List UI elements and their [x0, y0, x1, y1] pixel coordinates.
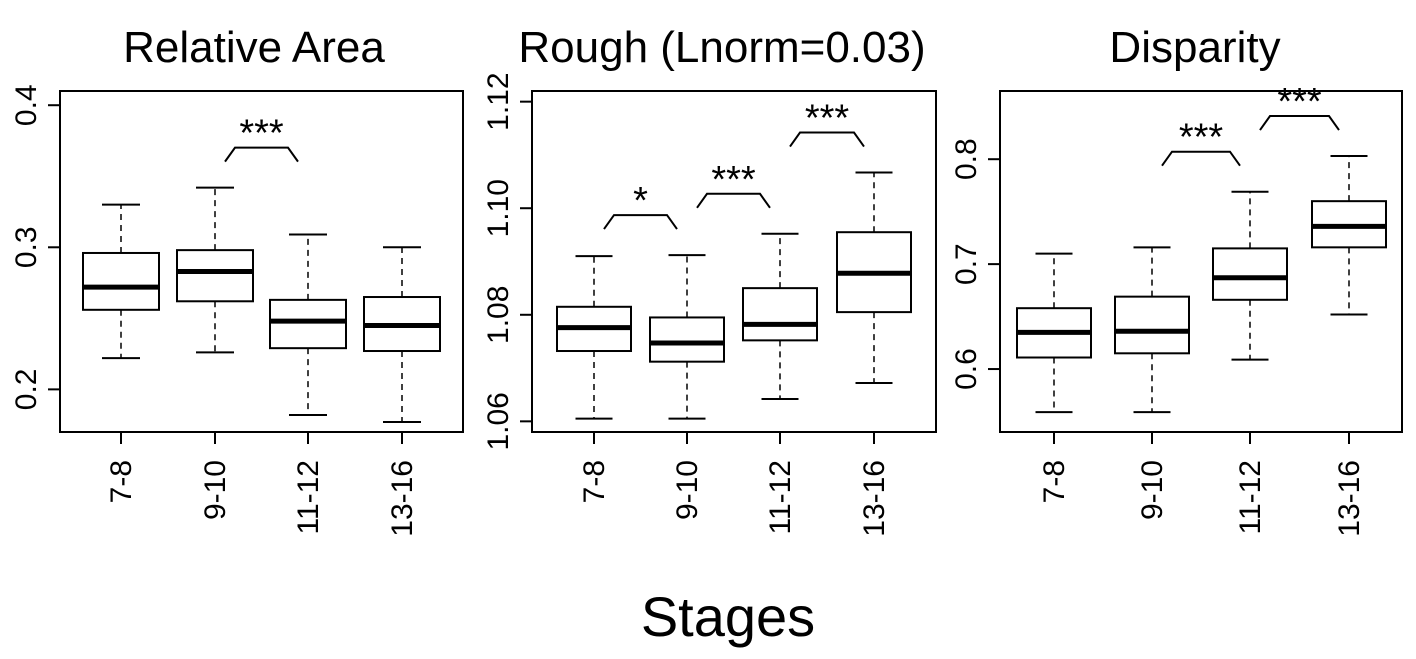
panel-3: Disparity 0.6 0.7 0.8 7-8 9-10 11-12 13-16 *** **… — [950, 23, 1403, 537]
y-tick-label: 0.4 — [10, 84, 43, 126]
significance-marker: * — [603, 180, 678, 230]
iqr-box — [269, 298, 347, 350]
significance-marker: *** — [1259, 81, 1340, 131]
significance-label: * — [633, 180, 648, 222]
box-9-10 — [649, 254, 725, 420]
x-tick-label: 11-12 — [764, 460, 797, 535]
y-tick-label: 1.12 — [482, 72, 515, 130]
panel-title: Disparity — [1109, 23, 1280, 72]
panels-group: Relative Area 0.2 0.3 0.4 7-8 9-10 11-12 13-16 *… — [10, 23, 1403, 537]
x-axis-label: Stages — [641, 585, 815, 648]
panel-1: Relative Area 0.2 0.3 0.4 7-8 9-10 11-12 13-16 *… — [10, 23, 464, 537]
x-tick-label: 7-8 — [1038, 460, 1071, 503]
significance-bracket — [789, 131, 865, 148]
panel-title: Relative Area — [123, 23, 385, 72]
significance-marker: *** — [789, 98, 865, 148]
box-13-16 — [1311, 155, 1387, 316]
plot-frame — [999, 90, 1403, 433]
box-7-8 — [1016, 252, 1092, 414]
y-tick-label: 0.8 — [950, 138, 983, 180]
box-7-8 — [556, 255, 632, 420]
significance-label: *** — [805, 98, 850, 140]
box-7-8 — [82, 203, 160, 360]
y-tick-label: 0.3 — [10, 226, 43, 268]
plot-frame — [531, 90, 937, 433]
significance-label: *** — [239, 113, 284, 155]
significance-marker: *** — [224, 113, 299, 163]
x-tick-label: 13-16 — [386, 460, 419, 537]
box-13-16 — [836, 171, 912, 384]
x-tick-label: 7-8 — [578, 460, 611, 503]
y-tick-label: 0.6 — [950, 348, 983, 390]
significance-label: *** — [1179, 117, 1224, 159]
box-11-12 — [269, 233, 347, 416]
iqr-box — [1212, 247, 1288, 301]
panel-2: Rough (Lnorm=0.03) 1.06 1.08 1.10 1.12 7-8 9-1… — [482, 23, 937, 537]
iqr-box — [82, 251, 160, 311]
iqr-box — [1114, 295, 1190, 355]
iqr-box — [742, 287, 818, 342]
x-tick-label: 9-10 — [199, 460, 232, 520]
y-tick-label: 1.06 — [482, 392, 515, 450]
significance-bracket — [224, 146, 299, 163]
y-tick-label: 0.7 — [950, 243, 983, 285]
x-tick-label: 7-8 — [105, 460, 138, 503]
box-11-12 — [1212, 190, 1288, 361]
y-tick-label: 0.2 — [10, 369, 43, 411]
box-13-16 — [363, 246, 441, 424]
iqr-box — [649, 316, 725, 363]
significance-bracket — [696, 192, 771, 209]
significance-bracket — [1161, 150, 1241, 167]
significance-marker: *** — [696, 159, 771, 209]
significance-bracket — [1259, 115, 1340, 131]
x-tick-label: 9-10 — [1136, 460, 1169, 520]
x-tick-label: 13-16 — [1333, 460, 1366, 537]
significance-label: *** — [1277, 81, 1322, 123]
x-tick-label: 11-12 — [292, 460, 325, 535]
plot-frame — [59, 90, 464, 433]
x-tick-label: 11-12 — [1234, 460, 1267, 535]
x-tick-label: 13-16 — [858, 460, 891, 537]
significance-bracket — [603, 214, 678, 230]
significance-label: *** — [711, 159, 756, 201]
x-tick-label: 9-10 — [671, 460, 704, 520]
box-11-12 — [742, 232, 818, 400]
significance-marker: *** — [1161, 117, 1241, 167]
panel-title: Rough (Lnorm=0.03) — [518, 23, 925, 72]
y-tick-label: 1.08 — [482, 286, 515, 344]
y-tick-label: 1.10 — [482, 179, 515, 237]
box-9-10 — [176, 186, 254, 354]
box-9-10 — [1114, 246, 1190, 414]
iqr-box — [176, 249, 254, 303]
